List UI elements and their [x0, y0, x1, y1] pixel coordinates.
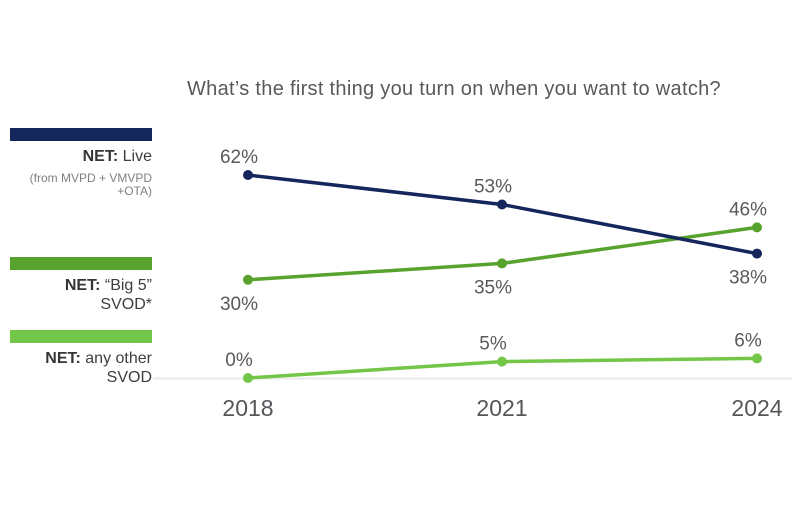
x-axis-label-2021: 2021	[476, 395, 528, 421]
data-label: 46%	[729, 199, 767, 220]
legend-prefix: NET:	[82, 148, 119, 165]
legend-text: any other	[85, 350, 152, 367]
legend-text-line2: SVOD	[106, 369, 152, 386]
data-point	[497, 258, 507, 269]
data-point	[752, 353, 762, 364]
x-axis-label-2018: 2018	[222, 395, 274, 421]
legend-sub-line1: (from MVPD + VMVPD	[29, 171, 152, 185]
legend-text-line2: SVOD*	[100, 296, 152, 313]
legend-swatch-other-svod	[10, 330, 152, 343]
data-point	[243, 170, 253, 181]
legend-sublabel-net-live: (from MVPD + VMVPD +OTA)	[10, 172, 152, 198]
legend-label-big5-svod: NET: “Big 5” SVOD*	[10, 276, 152, 314]
data-label: 6%	[734, 330, 762, 351]
data-point	[497, 356, 507, 367]
data-point	[243, 373, 253, 383]
legend-item-big5-svod: NET: “Big 5” SVOD*	[10, 257, 152, 314]
x-axis-label-2024: 2024	[731, 395, 783, 421]
data-point	[243, 274, 253, 285]
legend-text: “Big 5”	[104, 277, 152, 294]
data-point	[752, 222, 762, 233]
chart-title: What’s the first thing you turn on when …	[187, 78, 721, 100]
data-label: 0%	[225, 350, 253, 371]
legend-sub-line2: +OTA)	[117, 184, 152, 198]
legend-label-net-live: NET: Live	[10, 147, 152, 166]
data-label: 30%	[220, 294, 258, 315]
legend-swatch-big5-svod	[10, 257, 152, 270]
legend-item-net-live: NET: Live (from MVPD + VMVPD +OTA)	[10, 128, 152, 198]
data-label: 38%	[729, 268, 767, 289]
legend-label-other-svod: NET: any other SVOD	[10, 349, 152, 387]
legend-text: Live	[122, 148, 152, 165]
legend-swatch-net-live	[10, 128, 152, 141]
series-line	[246, 225, 759, 282]
legend-item-other-svod: NET: any other SVOD	[10, 330, 152, 387]
data-point	[497, 199, 507, 210]
data-label: 62%	[220, 147, 258, 168]
data-label: 5%	[479, 334, 507, 355]
legend-prefix: NET:	[64, 277, 101, 294]
data-label: 35%	[474, 277, 512, 298]
data-label: 53%	[474, 176, 512, 197]
legend-prefix: NET:	[45, 350, 81, 367]
data-point	[752, 248, 762, 259]
